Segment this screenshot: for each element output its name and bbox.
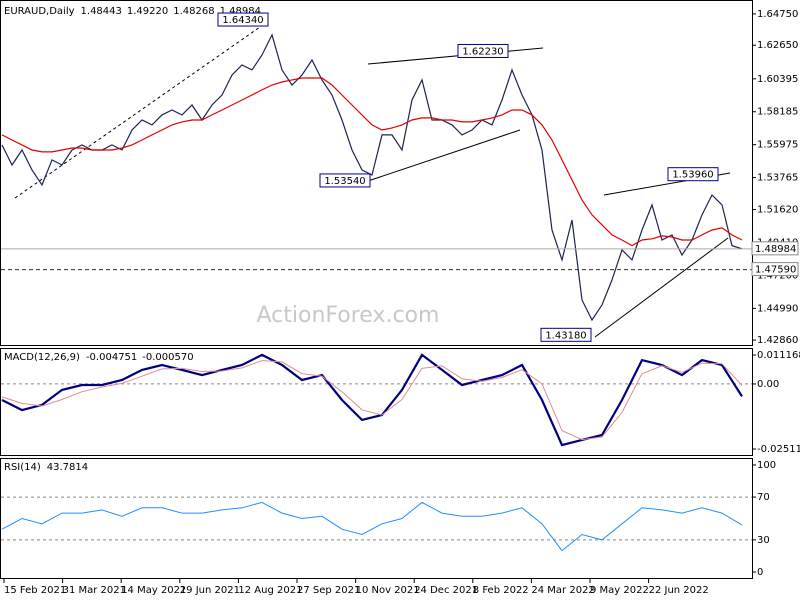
y-tick-label: 1.64750 bbox=[757, 9, 798, 20]
x-tick-label: 24 Mar 2022 bbox=[531, 585, 594, 596]
price-label: 1.47590 bbox=[755, 265, 796, 276]
x-tick-label: 15 Feb 2021 bbox=[4, 585, 66, 596]
price-box bbox=[751, 262, 799, 277]
trend-line bbox=[367, 129, 521, 182]
rsi-panel bbox=[0, 458, 753, 579]
readout: 1.48443 bbox=[81, 6, 122, 17]
y-tick-label: 1.60395 bbox=[757, 74, 798, 85]
y-tick-label: 1.58185 bbox=[757, 107, 798, 118]
y-tick-label: -0.025117 bbox=[757, 444, 800, 455]
x-tick-label: 9 May 2022 bbox=[590, 585, 649, 596]
annotation-box bbox=[217, 12, 269, 27]
readout: 43.7814 bbox=[47, 462, 88, 473]
annotation-box bbox=[667, 167, 719, 182]
trend-line bbox=[594, 237, 729, 338]
y-tick-label: 1.53765 bbox=[757, 173, 798, 184]
annotation-box bbox=[540, 327, 592, 342]
annotation-label: 1.64340 bbox=[222, 15, 263, 26]
x-tick-label: 27 Sep 2021 bbox=[297, 585, 360, 596]
annotation-box bbox=[457, 43, 509, 58]
readout: 1.49220 bbox=[127, 6, 168, 17]
price-label: 1.48984 bbox=[755, 244, 796, 255]
readout: 1.48268 bbox=[173, 6, 214, 17]
readout: -0.000570 bbox=[142, 352, 193, 363]
annotation-label: 1.53960 bbox=[672, 170, 713, 181]
x-tick-label: 22 Jun 2022 bbox=[649, 585, 709, 596]
price-box bbox=[751, 241, 799, 256]
annotation-box bbox=[319, 173, 371, 188]
annotation-label: 1.43180 bbox=[545, 330, 586, 341]
x-tick-label: 31 Mar 2021 bbox=[63, 585, 126, 596]
trend-lines bbox=[14, 19, 731, 338]
series-line bbox=[1, 77, 743, 247]
readout: -0.004751 bbox=[86, 352, 137, 363]
x-tick-label: 29 Jun 2021 bbox=[180, 585, 240, 596]
annotation-label: 1.62230 bbox=[462, 46, 503, 57]
x-tick-label: 24 Dec 2021 bbox=[414, 585, 478, 596]
y-tick-label: 1.42860 bbox=[757, 335, 798, 346]
series-line bbox=[1, 33, 743, 322]
y-tick-label: 30 bbox=[757, 535, 770, 546]
y-tick-label: 100 bbox=[757, 460, 776, 471]
y-tick-label: 1.44990 bbox=[757, 303, 798, 314]
readout: 1.48984 bbox=[220, 6, 261, 17]
panel-title: EURAUD,Daily bbox=[4, 6, 75, 17]
series-line bbox=[1, 360, 743, 441]
price-panel bbox=[0, 0, 753, 346]
x-tick-label: 14 May 2021 bbox=[121, 585, 186, 596]
panel-title: RSI(14) bbox=[4, 462, 41, 473]
x-tick-label: 12 Aug 2021 bbox=[238, 585, 302, 596]
macd-panel bbox=[0, 348, 753, 456]
panel-title: MACD(12,26,9) bbox=[4, 352, 80, 363]
series-line bbox=[1, 353, 743, 447]
y-tick-label: 70 bbox=[757, 492, 770, 503]
x-tick-label: 8 Feb 2022 bbox=[473, 585, 529, 596]
trend-line bbox=[367, 47, 544, 65]
trend-line bbox=[14, 19, 271, 199]
y-tick-label: 1.62650 bbox=[757, 40, 798, 51]
y-tick-label: 0.011168 bbox=[757, 350, 800, 361]
series-line bbox=[1, 501, 743, 552]
x-tick-label: 10 Nov 2021 bbox=[356, 585, 420, 596]
y-tick-label: 1.55975 bbox=[757, 140, 798, 151]
y-tick-label: 0.00 bbox=[757, 379, 779, 390]
y-tick-label: 0 bbox=[757, 567, 763, 578]
y-tick-label: 1.51620 bbox=[757, 205, 798, 216]
annotation-label: 1.53540 bbox=[324, 176, 365, 187]
watermark: ActionForex.com bbox=[257, 303, 440, 328]
